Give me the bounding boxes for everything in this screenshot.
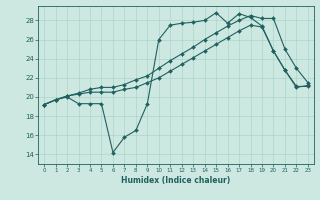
X-axis label: Humidex (Indice chaleur): Humidex (Indice chaleur) xyxy=(121,176,231,185)
